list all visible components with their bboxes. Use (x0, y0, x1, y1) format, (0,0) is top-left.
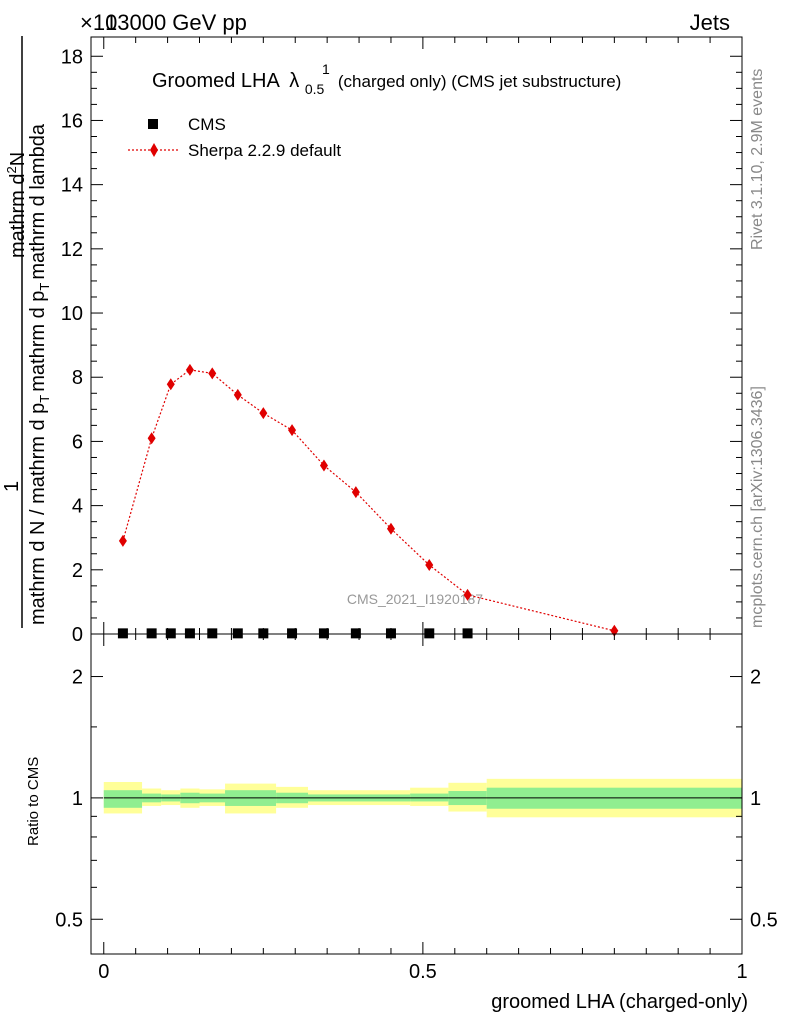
ratio-y-tick-label-right: 1 (750, 788, 761, 810)
sherpa-point (351, 486, 360, 499)
ylabel-denominator-part3: mathrm d lambda (27, 123, 49, 279)
ratio-y-axis-label: Ratio to CMS (25, 757, 42, 846)
y-tick-label: 0 (72, 624, 83, 646)
cms-point (424, 628, 435, 639)
sherpa-point (288, 424, 297, 437)
rivet-label: Rivet 3.1.10, 2.9M events (749, 69, 766, 250)
ratio-y-tick-label-right: 2 (750, 667, 761, 689)
mcplots-label: mcplots.cern.ch [arXiv:1306.3436] (749, 386, 766, 628)
ratio-y-tick-label-right: 0.5 (750, 909, 778, 931)
sherpa-point (118, 534, 127, 547)
cms-point (165, 628, 176, 639)
legend: CMS Sherpa 2.2.9 default (128, 115, 341, 160)
title-rest: (charged only) (CMS jet substructure) (338, 72, 621, 91)
cms-series (117, 628, 473, 639)
sherpa-point (233, 388, 242, 401)
cms-point (287, 628, 298, 639)
ratio-axis-ticks (91, 634, 743, 954)
cms-point (462, 628, 473, 639)
y-tick-label: 2 (72, 560, 83, 582)
cms-point (117, 628, 128, 639)
x-tick-label: 0 (98, 961, 109, 983)
sherpa-point (463, 588, 472, 601)
sherpa-point (208, 367, 217, 380)
cms-point (232, 628, 243, 639)
ylabel-denominator-part1: mathrm d N / mathrm d p (27, 403, 49, 625)
ratio-uncertainty-bands (103, 778, 742, 818)
sherpa-line (122, 369, 615, 632)
ratio-x-tick-labels: 0 0.5 1 (98, 961, 747, 983)
cms-point (385, 628, 396, 639)
y-tick-label: 14 (61, 175, 83, 197)
cms-point (318, 628, 329, 639)
y-tick-label: 8 (72, 367, 83, 389)
legend-cms-label: CMS (188, 115, 226, 134)
ylabel-denominator-part2: mathrm d p (27, 291, 49, 392)
sherpa-point (147, 432, 156, 445)
legend-sherpa-label: Sherpa 2.2.9 default (188, 141, 341, 160)
x-tick-label: 0.5 (409, 961, 437, 983)
cms-point (350, 628, 361, 639)
ylabel-N-part1: mathrm d (7, 174, 29, 258)
exponent-prefix: ×10 (80, 10, 117, 35)
sherpa-point (425, 558, 434, 571)
cms-point (207, 628, 218, 639)
main-y-tick-labels: 0 2 4 6 8 10 12 14 16 18 (61, 46, 83, 646)
sherpa-point (386, 522, 395, 535)
cms-point (184, 628, 195, 639)
legend-cms-marker (148, 119, 158, 129)
main-y-axis-label: 1 mathrm d N / mathrm d pTmathrm d pTmat… (1, 36, 52, 628)
title-main: Groomed LHA (152, 70, 280, 92)
ratio-y-tick-label: 0.5 (55, 909, 83, 931)
sherpa-point (259, 407, 268, 420)
ylabel-N-sup: 2 (4, 166, 19, 173)
legend-sherpa-marker (150, 143, 158, 157)
y-tick-label: 12 (61, 239, 83, 261)
ylabel-N-end: N (7, 152, 29, 166)
cms-point (146, 628, 157, 639)
process-label: Jets (690, 10, 730, 35)
y-tick-label: 4 (72, 496, 83, 518)
y-tick-label: 16 (61, 110, 83, 132)
ratio-plot-frame (90, 633, 743, 955)
main-axis-ticks (91, 37, 743, 635)
ratio-y-tick-labels: 0.5 0.5 1 1 2 2 (55, 667, 778, 932)
title-lambda: λ (289, 70, 299, 92)
sherpa-point (166, 378, 175, 391)
chart-title: Groomed LHA λ 0.5 (charged only) (CMS je… (152, 61, 621, 99)
y-tick-label: 10 (61, 303, 83, 325)
x-axis-label: groomed LHA (charged-only) (491, 991, 748, 1013)
ratio-stat-band (103, 790, 143, 808)
sherpa-point (319, 459, 328, 472)
ylabel-denominator: mathrm d N / mathrm d pTmathrm d pTmathr… (27, 123, 52, 625)
x-tick-label: 1 (736, 961, 747, 983)
title-sub: 0.5 (305, 81, 325, 97)
analysis-watermark: CMS_2021_I1920187 (347, 591, 483, 607)
cms-point (258, 628, 269, 639)
sherpa-point (185, 363, 194, 376)
y-tick-label: 6 (72, 431, 83, 453)
ylabel-numerator: 1 (1, 481, 23, 492)
ratio-y-tick-label: 1 (72, 788, 83, 810)
svg-text:Groomed LHA λ 0.5: Groomed LHA λ 0.5 (charged only) (CMS je… (152, 70, 621, 99)
ratio-y-tick-label: 2 (72, 667, 83, 689)
energy-label: 13000 GeV pp (105, 10, 247, 35)
title-sup: 1 (322, 61, 330, 77)
ylabel-N: mathrm d2N (4, 152, 29, 258)
y-tick-label: 18 (61, 46, 83, 68)
